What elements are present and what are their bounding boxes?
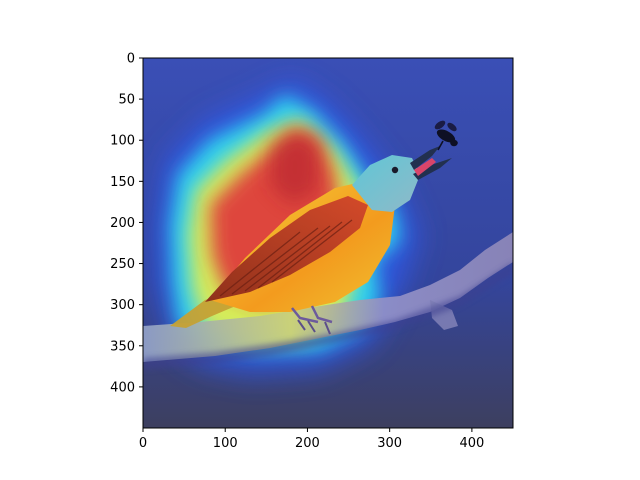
x-tick-label: 400 [459,436,484,451]
plot-area [143,58,513,428]
y-tick-label: 150 [110,175,135,190]
y-tick-label: 100 [110,134,135,149]
y-tick-label: 200 [110,216,135,231]
y-axis: 0 50 100 150 200 250 300 350 400 [110,52,143,395]
insect-wing-lower [447,122,457,132]
x-tick-label: 0 [139,436,147,451]
insect [434,120,458,151]
bird-eye [391,166,399,174]
y-tick-label: 400 [110,380,135,395]
x-axis: 0 100 200 300 400 [139,428,484,451]
branch-main [143,232,513,362]
insect-head [450,139,458,147]
heatmap-dark-red-core [270,130,320,205]
bird-upper-beak [410,146,440,170]
insect-wing-upper [434,120,446,130]
wing-feather-lines [219,219,353,297]
bird-head [352,155,420,212]
y-tick-label: 50 [118,93,135,108]
bird-feet [297,319,331,335]
y-tick-label: 300 [110,298,135,313]
x-tick-label: 200 [295,436,320,451]
y-tick-label: 350 [110,339,135,354]
y-tick-label: 250 [110,257,135,272]
insect-body [436,129,456,143]
x-tick-label: 100 [213,436,238,451]
bird-lower-beak [413,158,452,180]
bird-legs [291,305,333,324]
branch-lower-shadow [143,262,513,370]
y-tick-label: 0 [127,52,135,67]
axes-frame [142,57,514,429]
bird-mouth-inside [414,158,436,176]
x-tick-label: 300 [377,436,402,451]
bird [170,146,452,335]
branch [143,232,513,370]
insect-leg [437,140,444,151]
